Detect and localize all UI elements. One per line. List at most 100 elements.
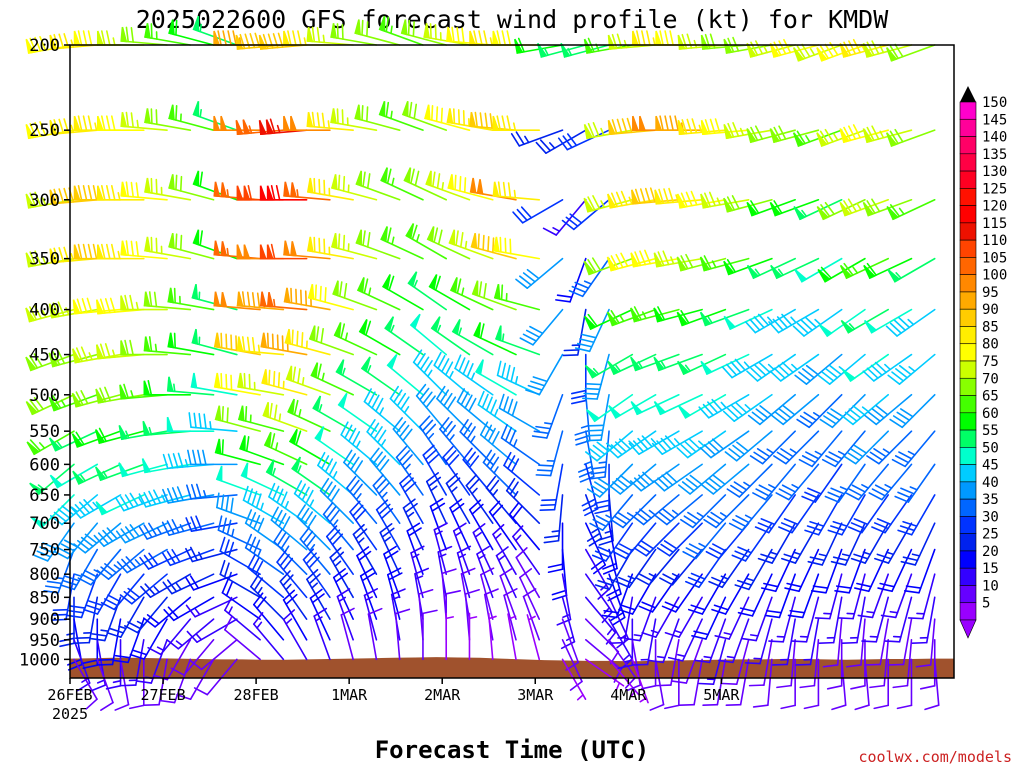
wind-barb: [452, 522, 471, 575]
wind-barb: [885, 308, 936, 337]
wind-barb: [841, 596, 866, 644]
wind-barb: [724, 430, 773, 462]
wind-barb: [887, 353, 936, 385]
wind-barb: [464, 588, 480, 641]
wind-barb: [582, 353, 610, 400]
wind-barb: [372, 474, 401, 525]
wind-barb: [284, 328, 331, 356]
wind-barb: [259, 184, 308, 201]
x-tick-label: 5MAR: [703, 686, 740, 704]
wind-barb: [380, 226, 424, 260]
wind-barb: [885, 43, 936, 62]
colorbar-swatch: [959, 257, 977, 275]
wind-barb: [161, 548, 215, 567]
wind-barb: [746, 353, 796, 382]
wind-barb: [349, 500, 378, 551]
wind-barb: [448, 229, 494, 260]
x-tick-label: 2MAR: [424, 686, 461, 704]
wind-barb: [441, 568, 457, 620]
colorbar-swatch: [959, 464, 977, 483]
credit-text[interactable]: coolwx.com/models: [858, 748, 1012, 766]
wind-barb: [445, 472, 471, 525]
wind-barb: [73, 658, 98, 710]
wind-barb: [525, 353, 564, 396]
wind-barb: [113, 618, 145, 664]
wind-barb: [129, 618, 168, 660]
wind-barb: [803, 658, 820, 710]
wind-barb: [247, 554, 285, 599]
colorbar-bottom-arrow: [959, 619, 977, 639]
wind-barb: [839, 198, 890, 217]
wind-barb: [166, 376, 215, 396]
wind-barb: [49, 33, 99, 50]
wind-barb: [775, 463, 820, 501]
wind-barb: [259, 243, 308, 260]
wind-barb: [449, 277, 494, 311]
wind-barb: [857, 573, 890, 619]
wind-barb: [291, 456, 331, 496]
y-tick-label: 850: [29, 588, 60, 608]
wind-barb: [343, 449, 378, 496]
colorbar-tick-label: 90: [982, 302, 999, 318]
y-tick-label: 250: [29, 121, 60, 141]
colorbar-swatch: [959, 533, 977, 552]
wind-barb: [503, 588, 518, 641]
colorbar-tick-label: 50: [982, 440, 999, 456]
colorbar-swatch: [959, 412, 977, 431]
wind-barb: [840, 308, 890, 334]
wind-barb: [190, 372, 238, 396]
y-tick-label: 300: [29, 191, 60, 211]
wind-barb: [837, 573, 866, 620]
wind-barb: [170, 638, 215, 676]
colorbar-tick-label: 20: [982, 544, 999, 560]
colorbar-swatch: [959, 550, 977, 569]
wind-barb: [144, 23, 192, 46]
colorbar-swatch: [959, 567, 977, 586]
wind-barb: [456, 545, 472, 599]
wind-barb: [224, 616, 261, 661]
wind-barb: [469, 111, 517, 131]
wind-barb: [679, 658, 703, 706]
wind-barb: [801, 463, 843, 503]
wind-barb: [780, 522, 820, 564]
wind-barb: [329, 547, 354, 599]
wind-barb: [574, 308, 610, 353]
wind-barb: [519, 568, 541, 620]
wind-barb: [671, 638, 703, 684]
wind-barb: [74, 596, 99, 644]
wind-barb: [426, 226, 471, 260]
wind-barb: [31, 494, 75, 529]
wind-barb: [379, 523, 401, 575]
wind-barb: [221, 578, 261, 620]
wind-barb: [459, 419, 494, 466]
wind-barb: [93, 522, 145, 548]
wind-barb: [891, 430, 936, 468]
wind-barb: [48, 430, 99, 452]
wind-barb: [262, 401, 308, 432]
wind-barb: [845, 618, 866, 668]
wind-barb: [885, 128, 936, 147]
wind-barb: [526, 614, 541, 661]
wind-barb: [167, 332, 215, 356]
y-tick-label: 650: [29, 486, 60, 506]
wind-barb: [915, 618, 936, 668]
wind-barb: [168, 19, 215, 46]
wind-barb: [253, 592, 285, 641]
wind-barb: [77, 548, 122, 586]
wind-barb: [787, 573, 820, 619]
wind-barb: [561, 638, 583, 691]
wind-barb: [515, 547, 541, 599]
wind-barb: [258, 118, 308, 136]
colorbar-swatch: [959, 360, 977, 379]
wind-barb: [651, 430, 703, 455]
wind-barb: [499, 567, 517, 620]
wind-barb: [270, 506, 308, 551]
colorbar-swatch: [959, 429, 977, 448]
wind-barb: [276, 550, 308, 599]
wind-barb: [633, 522, 680, 557]
wind-barb: [862, 198, 913, 217]
wind-barb: [306, 111, 354, 131]
wind-barb: [649, 658, 665, 711]
colorbar-tick-label: 130: [982, 164, 1007, 180]
